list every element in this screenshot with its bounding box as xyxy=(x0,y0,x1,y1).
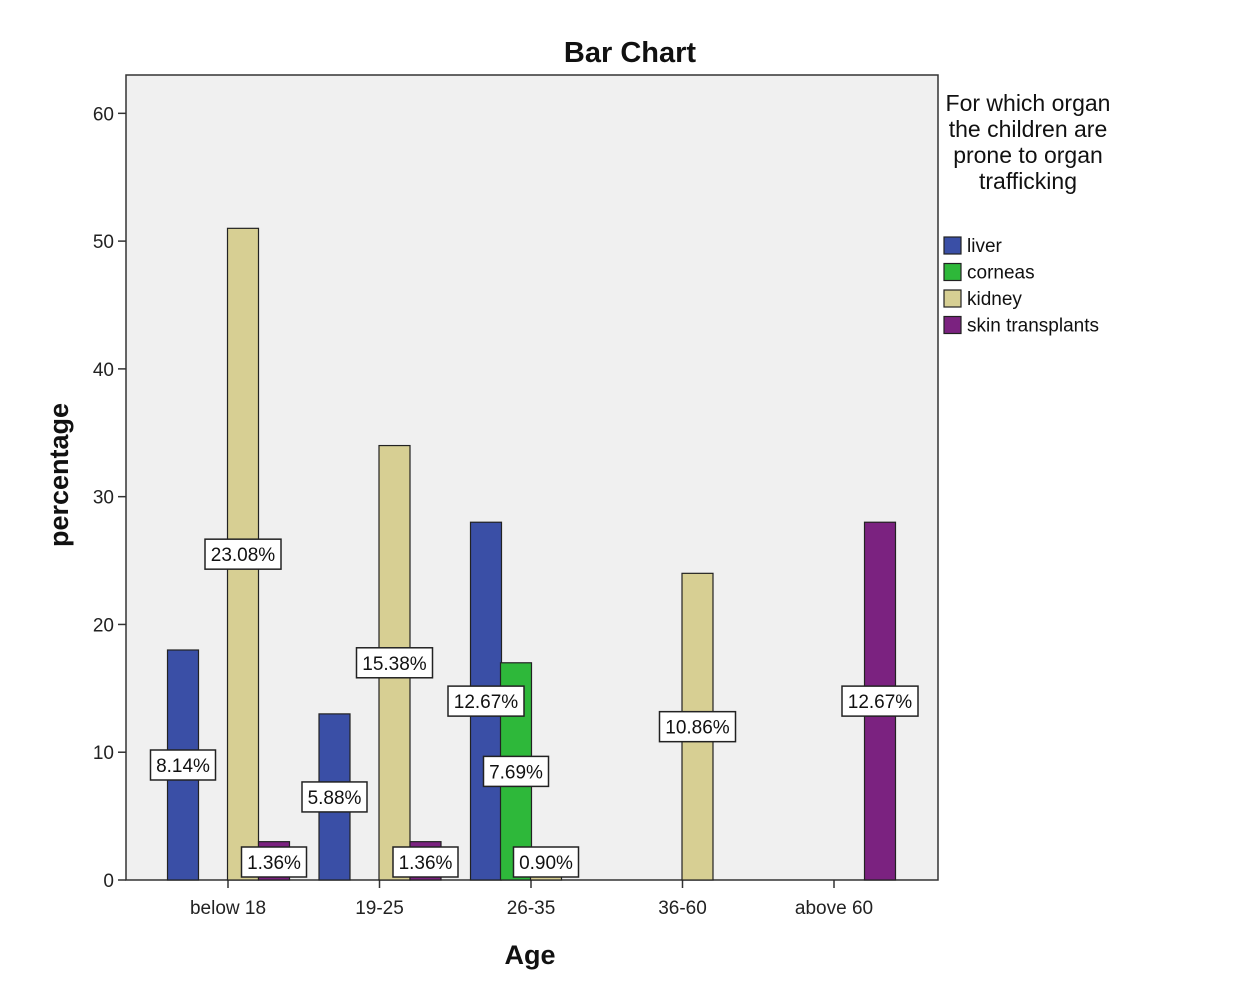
data-label: 10.86% xyxy=(665,718,730,739)
x-tick-label: 19-25 xyxy=(355,898,404,919)
data-label-box xyxy=(301,781,368,813)
data-label-box xyxy=(240,846,308,878)
data-label: 1.36% xyxy=(247,853,301,874)
x-tick-label: below 18 xyxy=(190,898,266,919)
legend-swatch xyxy=(943,262,962,282)
legend-title: For which organ the children are prone t… xyxy=(945,90,1111,194)
legend-label: liver xyxy=(967,236,1003,257)
data-label: 12.67% xyxy=(848,692,913,713)
data-label: 12.67% xyxy=(454,692,519,713)
data-label: 0.90% xyxy=(519,853,573,874)
data-label: 15.38% xyxy=(362,654,427,675)
y-tick-label: 50 xyxy=(93,232,114,253)
y-tick-label: 40 xyxy=(93,360,114,381)
x-tick-label: 26-35 xyxy=(507,898,556,919)
data-label-box xyxy=(658,710,737,743)
y-tick-label: 60 xyxy=(93,104,114,125)
data-label: 1.36% xyxy=(399,853,453,874)
data-label-box xyxy=(149,749,217,781)
chart-title: Bar Chart xyxy=(564,37,696,69)
data-label-box xyxy=(447,685,525,717)
data-label: 7.69% xyxy=(489,762,543,783)
legend-label: kidney xyxy=(967,289,1022,310)
legend-swatch xyxy=(943,315,962,335)
data-label-box xyxy=(392,846,459,878)
legend-swatch xyxy=(943,289,962,308)
data-label: 5.88% xyxy=(308,788,362,809)
x-tick-label: 36-60 xyxy=(658,898,707,919)
data-label-box xyxy=(204,538,282,570)
data-label-box xyxy=(841,685,919,717)
data-label: 23.08% xyxy=(211,545,276,566)
plot-area: 0 10 20 30 40 50 60 below 18 19-25 26-35 36-60 abov… xyxy=(93,74,939,919)
y-tick-label: 0 xyxy=(103,871,114,892)
legend-swatch xyxy=(943,236,962,255)
data-label-box xyxy=(482,755,550,788)
data-label-box xyxy=(355,647,434,679)
x-axis-label: Age xyxy=(504,940,555,970)
data-label-box xyxy=(512,846,580,878)
legend-label: skin transplants xyxy=(967,316,1099,337)
legend-label: corneas xyxy=(967,263,1035,284)
y-tick-label: 30 xyxy=(93,488,114,509)
y-tick-label: 10 xyxy=(93,743,114,764)
y-tick-label: 20 xyxy=(93,615,114,636)
y-axis-label: percentage xyxy=(44,403,74,547)
legend: liver corneas kidney skin transplants xyxy=(943,236,1099,337)
data-label: 8.14% xyxy=(156,756,210,777)
x-tick-label: above 60 xyxy=(795,898,873,919)
